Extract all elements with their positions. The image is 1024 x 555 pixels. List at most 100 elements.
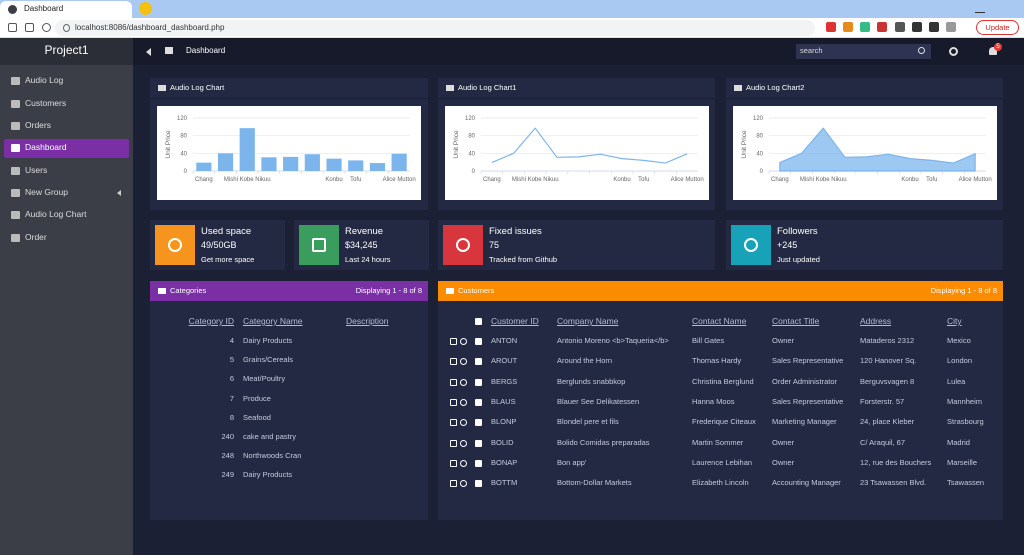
sidebar-item[interactable]: Audio Log Chart [25, 209, 87, 219]
tab-strip [0, 0, 1024, 18]
row-checkbox[interactable] [475, 338, 482, 345]
row-checkbox[interactable] [475, 459, 482, 467]
settings-button[interactable] [949, 47, 958, 56]
column-header[interactable]: Category ID [188, 316, 234, 326]
sidebar-toggle[interactable] [146, 48, 151, 56]
column-header[interactable]: City [947, 316, 962, 326]
extension-icon[interactable] [929, 22, 939, 32]
stat-title: Followers [777, 226, 818, 237]
column-header[interactable]: Company Name [557, 316, 619, 326]
stat-value: 49/50GB [201, 240, 237, 250]
table-cell: Sales Representative [772, 396, 844, 406]
y-tick-label: 120 [465, 116, 476, 122]
column-header[interactable]: Contact Title [772, 316, 820, 326]
y-axis-title: Unit Price [165, 130, 172, 159]
table-cell: Meat/Poultry [243, 374, 286, 384]
view-button[interactable] [460, 439, 467, 447]
extension-icon[interactable] [826, 22, 836, 32]
sidebar-item[interactable]: New Group [25, 187, 68, 197]
column-header[interactable]: Customer ID [491, 316, 539, 326]
nav-button[interactable] [8, 23, 17, 32]
x-tick-label: Mishi Kobe Nikuu [512, 177, 559, 183]
browser-tab[interactable]: Dashboard [0, 1, 132, 18]
nav-button[interactable] [25, 23, 34, 32]
stat-box [726, 220, 1003, 270]
column-header[interactable]: Contact Name [692, 316, 747, 326]
view-button[interactable] [460, 459, 467, 467]
edit-button[interactable] [450, 459, 457, 467]
extension-icon[interactable] [877, 22, 887, 32]
line [491, 127, 688, 164]
search-input[interactable]: search [796, 44, 931, 59]
panel-icon [158, 288, 166, 294]
table-cell: BOTTM [491, 478, 518, 488]
stat-icon [443, 225, 483, 265]
select-all-checkbox[interactable] [475, 318, 482, 325]
sidebar-item[interactable]: Customers [25, 98, 67, 108]
row-checkbox[interactable] [475, 358, 482, 366]
view-button[interactable] [460, 480, 467, 488]
url-lock [63, 24, 70, 32]
view-button[interactable] [460, 419, 467, 427]
brand[interactable]: Project1 [44, 43, 89, 57]
extension-icon[interactable] [843, 22, 853, 32]
sidebar-item[interactable]: Orders [25, 120, 51, 130]
table-cell: Laurence Lebihan [692, 457, 753, 467]
chart-area: 0 40 80 120 Unit Price Chang Mishi Kobe Nikuu K… [157, 106, 421, 200]
panel-header-rule [438, 98, 715, 99]
extension-icon[interactable] [895, 22, 905, 32]
sidebar-icon [11, 167, 20, 175]
sidebar-item[interactable]: Users [25, 165, 48, 175]
edit-button[interactable] [450, 419, 457, 427]
row-checkbox[interactable] [475, 378, 482, 386]
table-cell: Marketing Manager [772, 417, 837, 427]
table-cell [346, 470, 426, 481]
sidebar-item[interactable]: Dashboard [25, 142, 67, 152]
window-minimize[interactable] [975, 3, 985, 13]
panel-icon [734, 85, 742, 91]
nav-button[interactable] [42, 23, 51, 32]
new-tab-button[interactable] [139, 2, 152, 15]
column-header[interactable]: Description [346, 316, 389, 326]
extension-icon[interactable] [860, 22, 870, 32]
table-cell: Seafood [243, 412, 271, 422]
y-tick-label: 80 [468, 134, 475, 140]
sidebar-item[interactable]: Audio Log [25, 75, 64, 85]
edit-button[interactable] [450, 398, 457, 406]
y-tick-label: 0 [760, 169, 764, 175]
view-button[interactable] [460, 338, 467, 345]
bell-icon[interactable] [989, 47, 997, 55]
row-checkbox[interactable] [475, 398, 482, 406]
sidebar-icon [11, 234, 20, 242]
table-cell: Martin Sommer [692, 437, 744, 447]
row-checkbox[interactable] [475, 419, 482, 427]
stat-title: Revenue [345, 226, 384, 237]
url-field[interactable]: localhost:8086/dashboard_dashboard.php [55, 20, 815, 36]
edit-button[interactable] [450, 378, 457, 386]
edit-button[interactable] [450, 338, 457, 345]
window-close[interactable] [1004, 2, 1018, 14]
extension-icon[interactable] [912, 22, 922, 32]
x-tick-label: Tofu [638, 177, 649, 183]
column-header[interactable]: Category Name [243, 316, 303, 326]
update-button[interactable]: Update [976, 20, 1019, 35]
sidebar-item[interactable]: Order [25, 232, 47, 242]
row-checkbox[interactable] [475, 439, 482, 447]
table-cell [346, 432, 426, 443]
view-button[interactable] [460, 398, 467, 406]
edit-button[interactable] [450, 358, 457, 366]
table-cell: BONAP [491, 457, 518, 467]
bar [391, 153, 407, 171]
table-cell: 248 [221, 451, 234, 461]
column-header[interactable]: Address [860, 316, 892, 326]
row-checkbox[interactable] [475, 480, 482, 488]
extension-icon[interactable] [946, 22, 956, 32]
panel-header-rule [726, 98, 1003, 99]
table-cell: Bottom-Dollar Markets [557, 478, 632, 488]
breadcrumb[interactable]: Dashboard [186, 46, 226, 55]
edit-button[interactable] [450, 439, 457, 447]
view-button[interactable] [460, 358, 467, 366]
edit-button[interactable] [450, 480, 457, 488]
view-button[interactable] [460, 378, 467, 386]
table-panel [150, 281, 428, 520]
